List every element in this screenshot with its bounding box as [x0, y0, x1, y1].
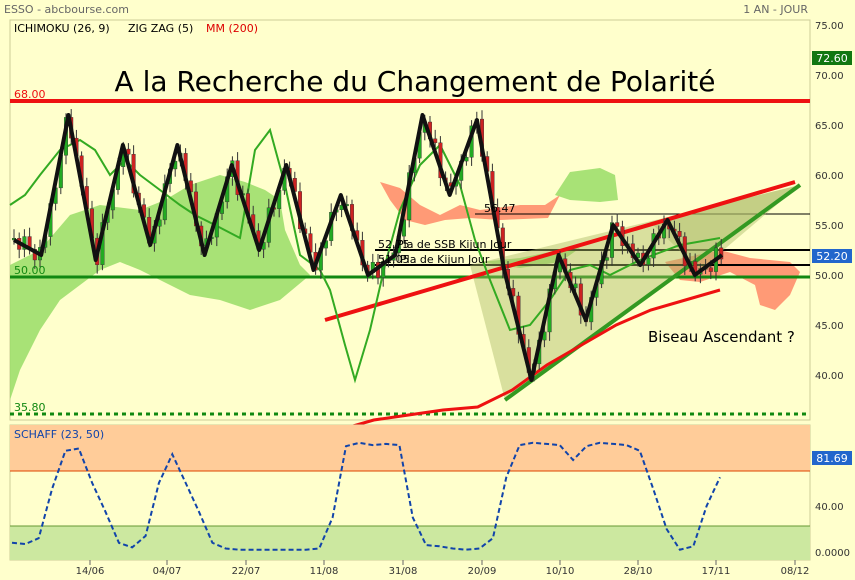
- date-tick-label: 17/11: [702, 566, 731, 577]
- indicator-zigzag: ZIG ZAG (5): [128, 22, 193, 35]
- date-axis: 14/06 04/07 22/07 11/08 31/08 20/09 10/10 28/10…: [76, 560, 810, 577]
- high-line-label: 56.47: [484, 202, 516, 215]
- candle-body: [719, 247, 724, 260]
- high-badge-text: 72.60: [816, 52, 848, 65]
- kijun-annotation: Pla de Kijun Jour: [400, 253, 490, 266]
- rising-wedge-fill: [650, 185, 800, 270]
- price-tick-label: 60.00: [815, 171, 844, 182]
- upper-trend-line: [324, 180, 796, 322]
- schaff-overbought-zone: [10, 425, 810, 471]
- date-tick-label: 04/07: [153, 566, 182, 577]
- schaff-badge: [812, 451, 852, 465]
- date-tick-label: 28/10: [624, 566, 653, 577]
- price-tick-label: 55.00: [815, 221, 844, 232]
- candle-body: [636, 252, 641, 258]
- schaff-tick-label: 0.0000: [815, 548, 850, 559]
- support-label: 50.00: [14, 264, 46, 277]
- schaff-label: SCHAFF (23, 50): [14, 428, 104, 441]
- price-axis: 75.00 70.00 65.00 60.00 55.00 50.00 45.00 40.00: [815, 21, 844, 382]
- resistance-label: 68.00: [14, 88, 46, 101]
- date-tick-label: 20/09: [468, 566, 497, 577]
- price-tick-label: 50.00: [815, 271, 844, 282]
- chart-title: A la Recherche du Changement de Polarité: [115, 65, 716, 98]
- ichimoku-cloud-green-2: [555, 168, 618, 202]
- schaff-tick-label: 40.00: [815, 502, 844, 513]
- kijun-value-label: 51.05: [378, 253, 410, 266]
- candle-body: [677, 231, 682, 237]
- candle-body: [646, 257, 651, 265]
- ssb-annotation: Pla de SSB Kijun Jour: [397, 238, 512, 251]
- low-label: 35.80: [14, 401, 46, 414]
- price-tick-label: 45.00: [815, 321, 844, 332]
- price-tick-label: 40.00: [815, 371, 844, 382]
- date-tick-label: 31/08: [389, 566, 418, 577]
- ssb-value-label: 52.75: [378, 238, 410, 251]
- candle-body: [573, 283, 578, 289]
- date-tick-label: 08/12: [781, 566, 810, 577]
- ichimoku-cloud-green: [10, 175, 310, 400]
- schaff-badge-text: 81.69: [816, 452, 848, 465]
- candle-body: [708, 267, 713, 272]
- date-tick-label: 11/08: [310, 566, 339, 577]
- zigzag-line: [13, 113, 724, 382]
- last-price-badge-text: 52.20: [816, 250, 848, 263]
- candle-body: [433, 138, 438, 144]
- indicator-ichimoku: ICHIMOKU (26, 9): [14, 22, 110, 35]
- price-tick-label: 70.00: [815, 71, 844, 82]
- wedge-annotation: Biseau Ascendant ?: [648, 328, 795, 346]
- price-tick-label: 65.00: [815, 121, 844, 132]
- date-tick-label: 14/06: [76, 566, 105, 577]
- lower-trend-line: [503, 183, 802, 402]
- indicator-mm200: MM (200): [206, 22, 258, 35]
- date-tick-label: 10/10: [546, 566, 575, 577]
- ticker-label: ESSO - abcbourse.com: [4, 3, 129, 16]
- candle-body: [615, 222, 620, 227]
- high-badge: [812, 51, 852, 65]
- period-label: 1 AN - JOUR: [743, 3, 808, 16]
- schaff-oversold-zone: [10, 526, 810, 560]
- date-tick-label: 22/07: [232, 566, 261, 577]
- price-tick-label: 75.00: [815, 21, 844, 32]
- last-price-badge: [812, 249, 852, 263]
